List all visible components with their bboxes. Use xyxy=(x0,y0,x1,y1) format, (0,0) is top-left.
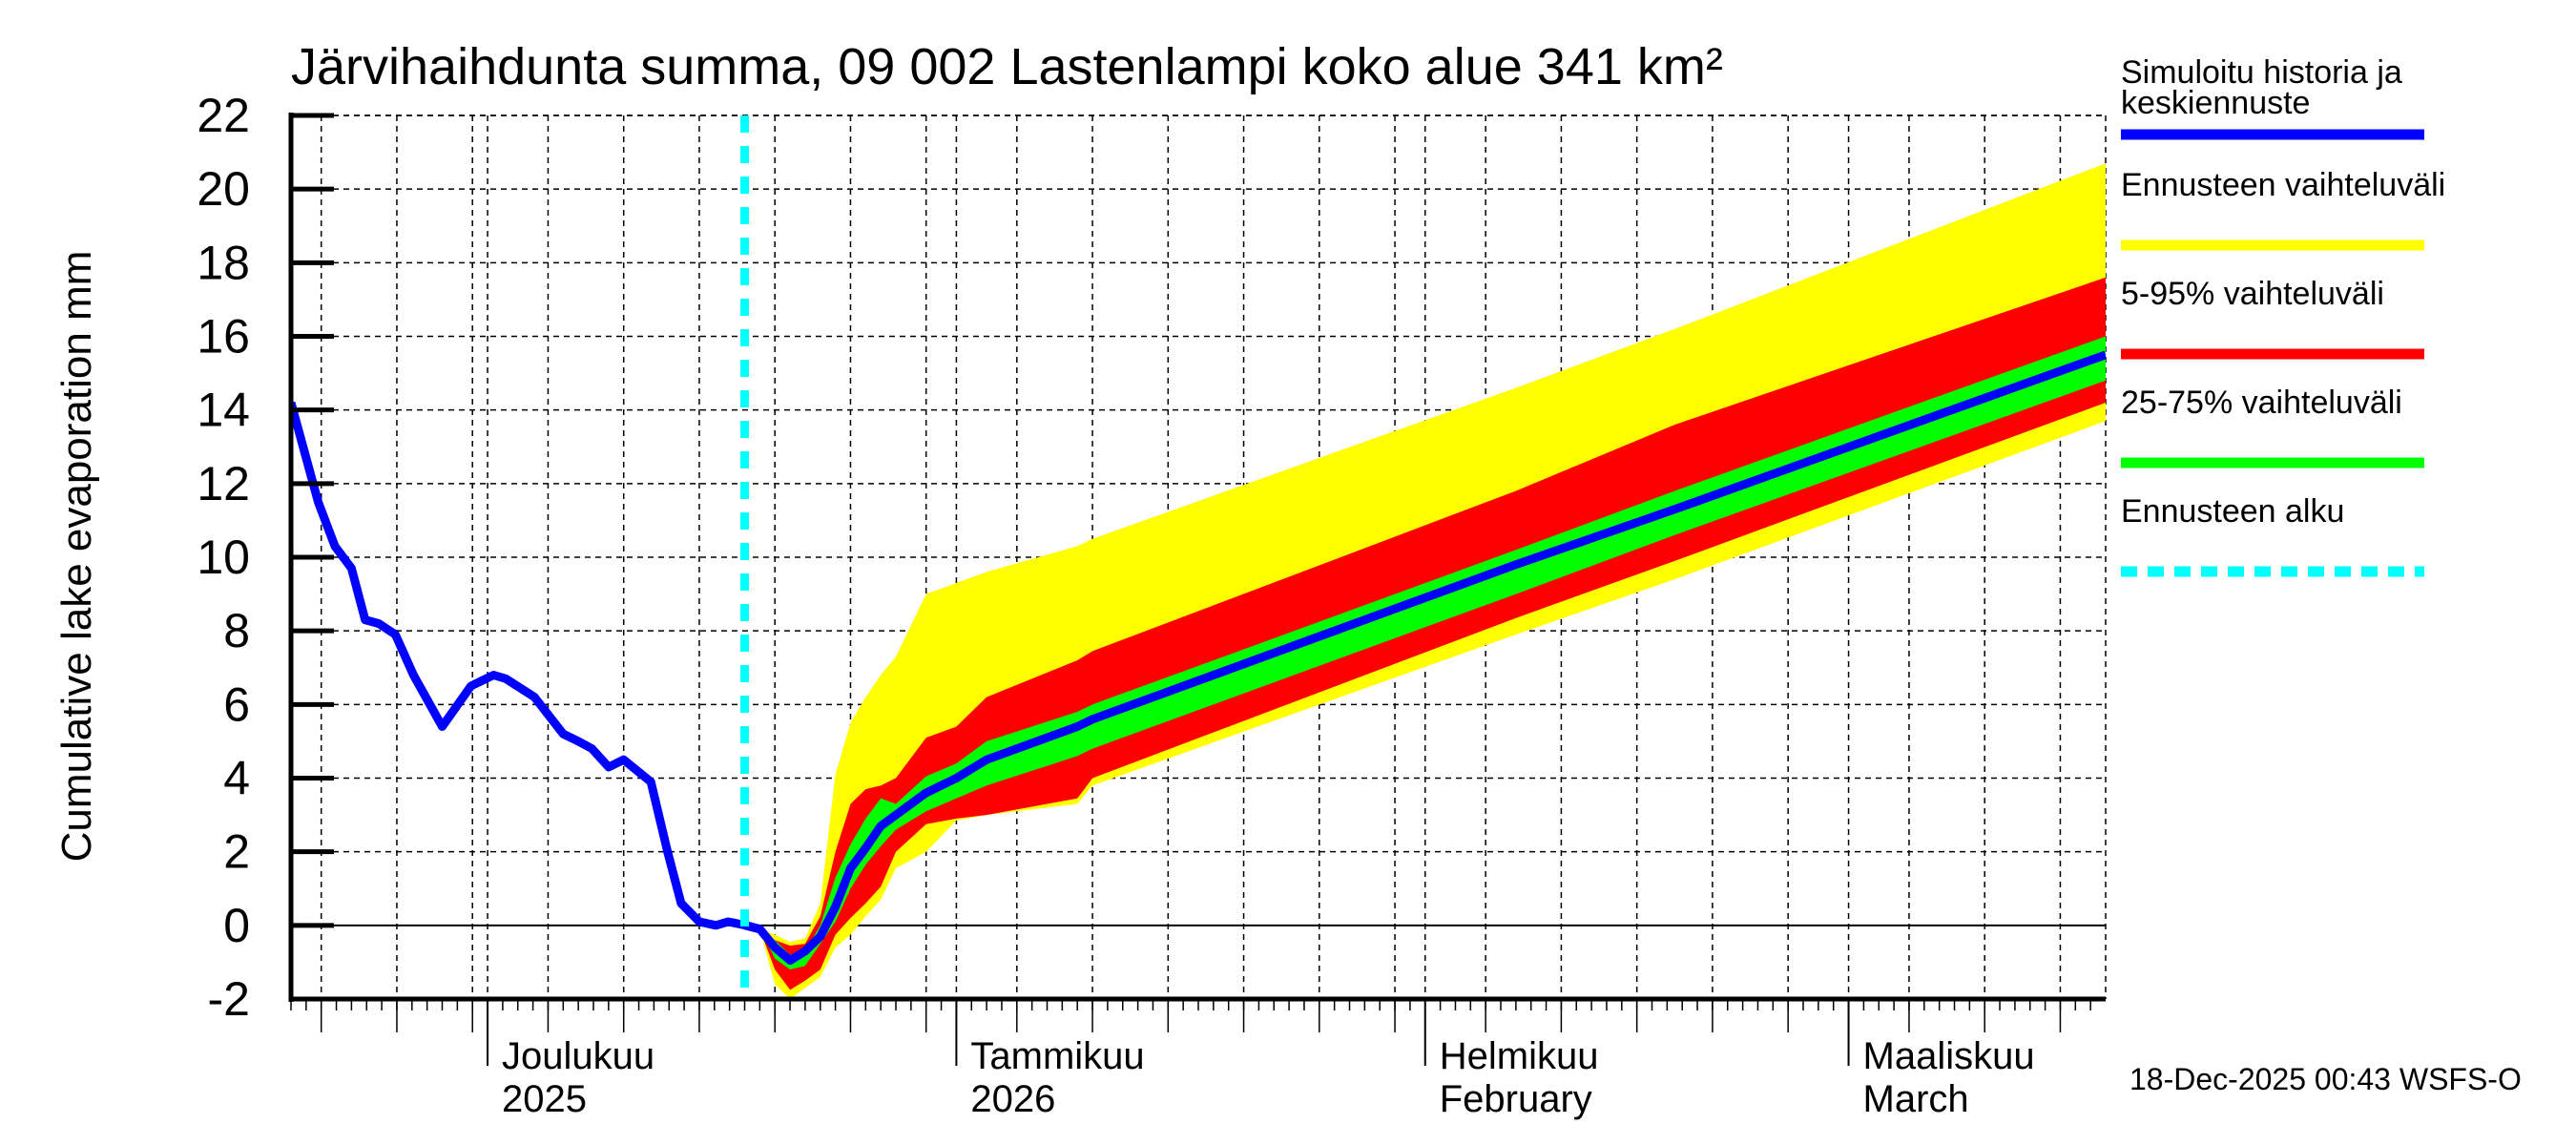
history-line xyxy=(291,401,761,934)
legend-label: Ennusteen alku xyxy=(2121,493,2344,530)
x-month-label: Maaliskuu xyxy=(1863,1035,2035,1077)
legend-item: 25-75% vaihteluväli xyxy=(2121,385,2424,468)
legend-label: 5-95% vaihteluväli xyxy=(2121,276,2384,312)
axes xyxy=(288,113,2106,1066)
legend-label: Ennusteen vaihteluväli xyxy=(2121,167,2445,203)
y-tick-label: 4 xyxy=(223,752,250,805)
median-forecast-line xyxy=(743,350,2106,965)
legend-item: Ennusteen alku xyxy=(2121,493,2424,577)
x-month-label: Joulukuu xyxy=(502,1035,654,1077)
x-month-label: Helmikuu xyxy=(1440,1035,1599,1077)
y-tick-label: 14 xyxy=(197,384,250,437)
y-tick-label: -2 xyxy=(208,972,250,1026)
legend-label-line2: keskiennuste xyxy=(2121,85,2310,121)
x-month-sublabel: March xyxy=(1863,1078,1969,1120)
forecast-bands xyxy=(744,163,2106,999)
y-tick-labels: -2 0 2 4 6 8 10 12 14 16 18 20 22 xyxy=(197,89,250,1026)
y-tick-label: 10 xyxy=(197,531,250,584)
legend-label: 25-75% vaihteluväli xyxy=(2121,385,2402,421)
y-axis-label: Cumulative lake evaporation mm xyxy=(53,251,100,863)
y-tick-label: 18 xyxy=(197,236,250,289)
y-tick-label: 20 xyxy=(197,162,250,216)
y-tick-label: 0 xyxy=(223,899,250,952)
y-tick-label: 12 xyxy=(197,457,250,510)
x-month-label: Tammikuu xyxy=(970,1035,1144,1077)
legend-label: Simuloitu historia ja xyxy=(2121,54,2402,91)
x-month-sublabel: February xyxy=(1440,1078,1592,1120)
band-5-95 xyxy=(744,277,2106,990)
band-25-75 xyxy=(744,336,2106,970)
y-tick-label: 2 xyxy=(223,825,250,879)
x-month-sublabel: 2026 xyxy=(970,1078,1055,1120)
legend-item: Ennusteen vaihteluväli xyxy=(2121,167,2445,251)
series-lines xyxy=(291,115,2106,999)
chart-title: Järvihaihdunta summa, 09 002 Lastenlampi… xyxy=(291,38,1723,95)
y-tick-label: 16 xyxy=(197,310,250,364)
legend-item: 5-95% vaihteluväli xyxy=(2121,276,2424,360)
y-tick-label: 6 xyxy=(223,677,250,731)
timestamp-footer: 18-Dec-2025 00:43 WSFS-O xyxy=(2129,1062,2522,1096)
y-tick-label: 8 xyxy=(223,604,250,657)
y-tick-label: 22 xyxy=(197,89,250,142)
x-month-sublabel: 2025 xyxy=(502,1078,587,1120)
